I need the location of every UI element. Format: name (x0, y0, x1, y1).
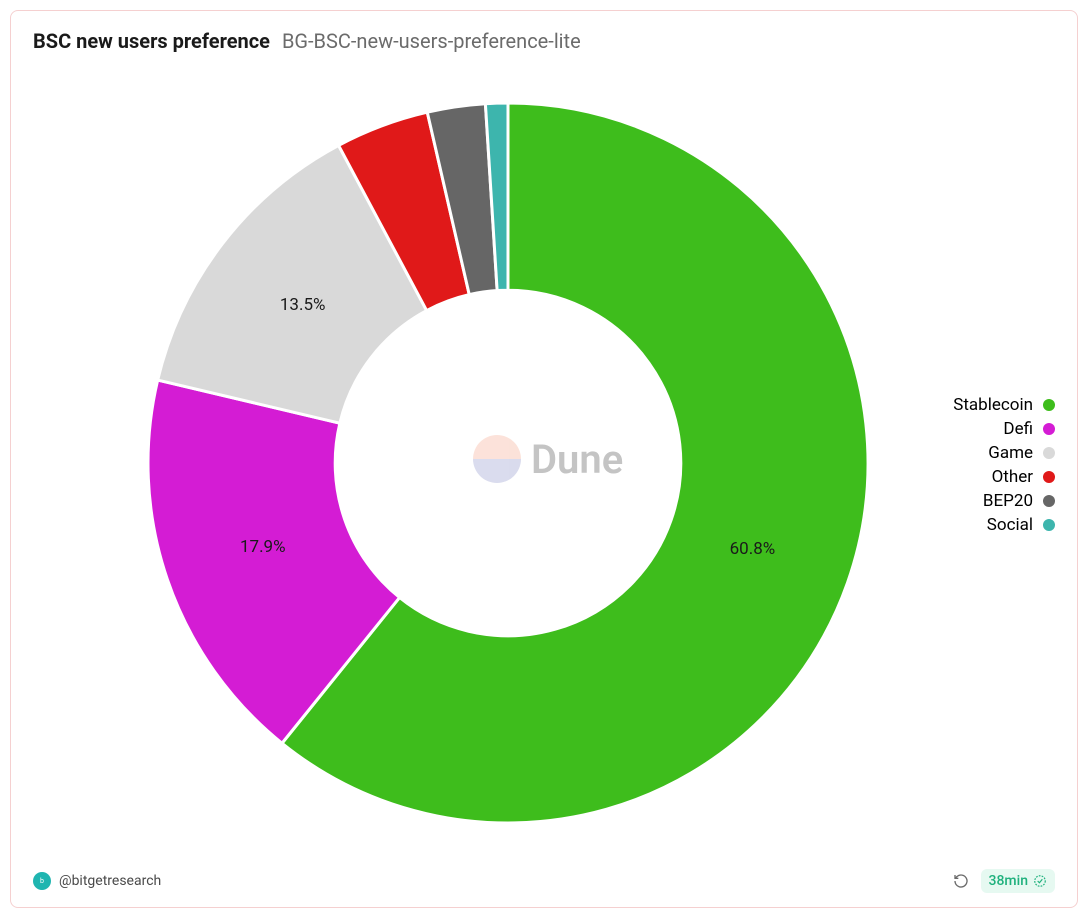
legend-dot-icon (1043, 495, 1055, 507)
legend-item-other[interactable]: Other (953, 467, 1055, 487)
legend-dot-icon (1043, 519, 1055, 531)
legend-item-defi[interactable]: Defi (953, 419, 1055, 439)
donut-chart (113, 65, 903, 855)
legend-item-bep20[interactable]: BEP20 (953, 491, 1055, 511)
legend-label: Defi (1003, 419, 1033, 439)
card-footer: b @bitgetresearch 38min (33, 869, 1055, 893)
legend-item-stablecoin[interactable]: Stablecoin (953, 395, 1055, 415)
slice-label-stablecoin: 60.8% (730, 539, 776, 559)
legend-label: Game (988, 443, 1033, 463)
legend: Stablecoin Defi Game Other BEP20 Social (953, 395, 1055, 539)
slice-label-game: 13.5% (280, 295, 326, 315)
legend-label: Other (992, 467, 1033, 487)
legend-dot-icon (1043, 399, 1055, 411)
legend-item-social[interactable]: Social (953, 515, 1055, 535)
chart-area: Dune StablecoinDefiGameOtherBEP20Social … (33, 65, 1055, 855)
chart-subtitle: BG-BSC-new-users-preference-lite (282, 29, 581, 53)
legend-label: BEP20 (983, 491, 1033, 511)
check-circle-icon (1033, 874, 1047, 888)
chart-title: BSC new users preference (33, 29, 270, 53)
legend-dot-icon (1043, 447, 1055, 459)
slice-label-defi: 17.9% (240, 537, 286, 557)
footer-right: 38min (953, 869, 1055, 893)
legend-dot-icon (1043, 423, 1055, 435)
chart-card: BSC new users preference BG-BSC-new-user… (10, 10, 1078, 908)
author-link[interactable]: b @bitgetresearch (33, 872, 161, 890)
author-avatar-icon: b (33, 872, 51, 890)
refresh-icon[interactable] (953, 873, 969, 889)
time-value: 38min (989, 873, 1028, 889)
legend-label: Social (987, 515, 1033, 535)
card-header: BSC new users preference BG-BSC-new-user… (33, 29, 1055, 53)
legend-label: Stablecoin (953, 395, 1033, 415)
legend-item-game[interactable]: Game (953, 443, 1055, 463)
legend-dot-icon (1043, 471, 1055, 483)
author-handle: @bitgetresearch (59, 873, 161, 889)
time-badge[interactable]: 38min (981, 869, 1055, 893)
